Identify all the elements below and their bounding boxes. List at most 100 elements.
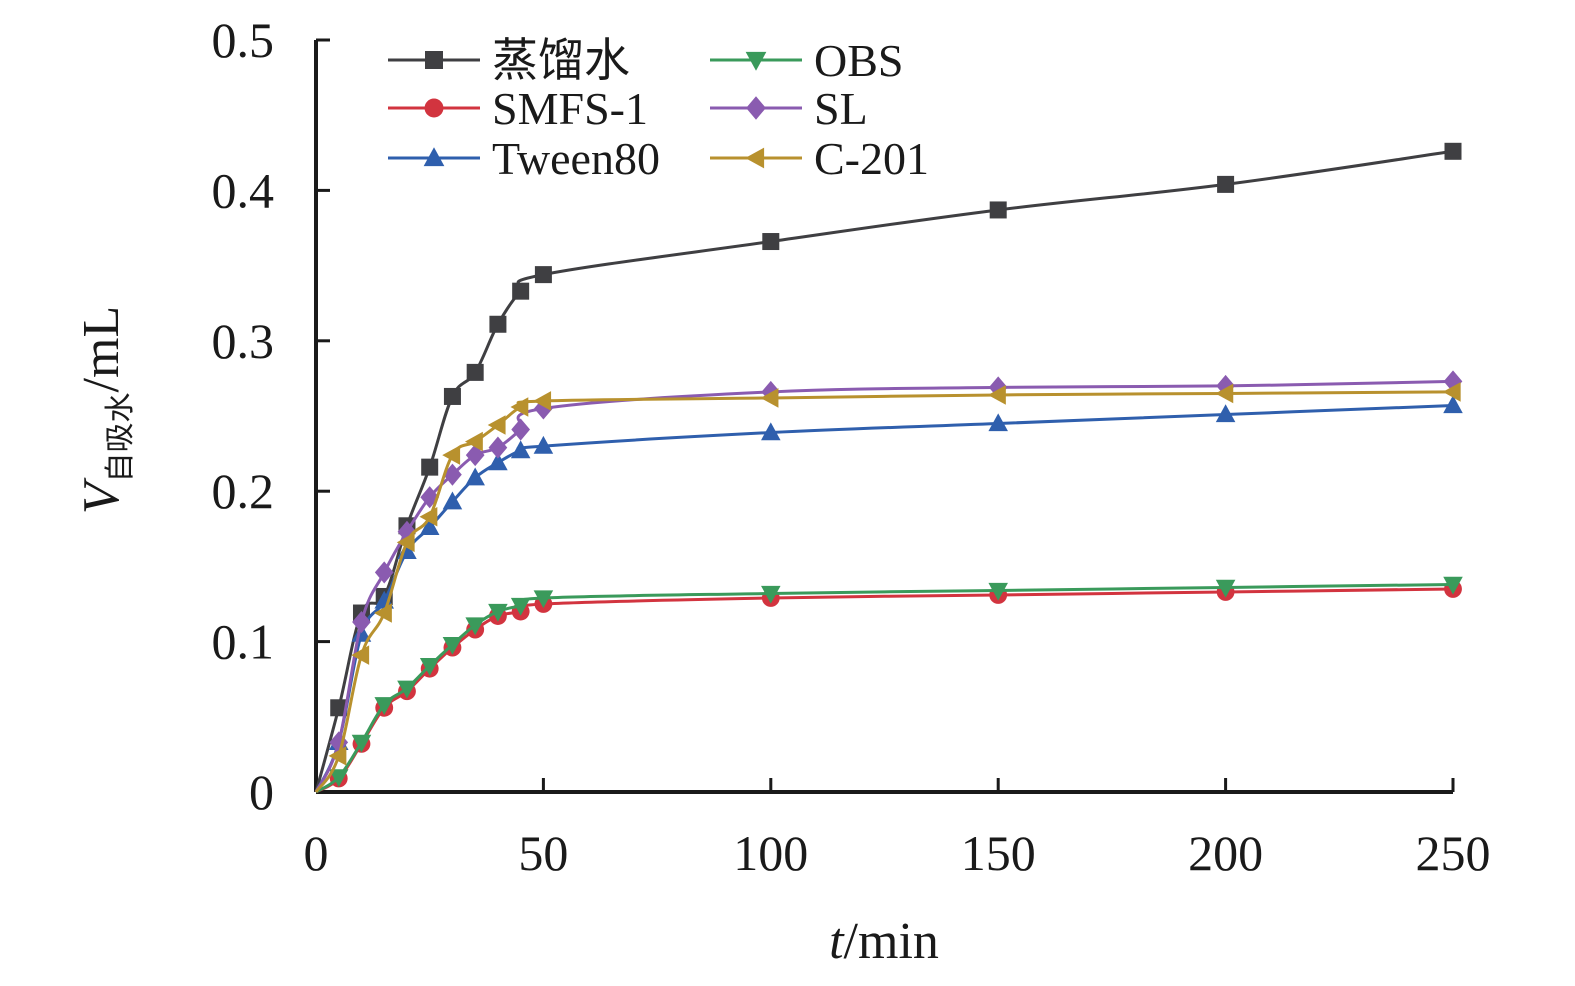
data-point bbox=[488, 436, 508, 459]
legend-label: OBS bbox=[814, 35, 903, 86]
data-point bbox=[374, 590, 394, 609]
series-2 bbox=[314, 395, 1463, 793]
series-1 bbox=[315, 580, 1462, 794]
x-tick-label: 100 bbox=[733, 825, 808, 881]
x-axis-title-unit: /min bbox=[844, 913, 939, 970]
data-point bbox=[1444, 142, 1462, 160]
data-point bbox=[328, 746, 347, 766]
data-point bbox=[396, 532, 415, 553]
legend-label: Tween80 bbox=[492, 133, 660, 184]
data-point bbox=[534, 266, 552, 284]
data-point bbox=[489, 315, 507, 333]
data-point bbox=[419, 517, 440, 535]
data-point bbox=[760, 388, 779, 408]
data-point bbox=[1443, 370, 1463, 393]
series-layer bbox=[314, 142, 1463, 794]
data-point bbox=[397, 680, 417, 699]
legend-item-2: Tween80 bbox=[388, 133, 660, 184]
y-tick-label: 0.4 bbox=[212, 162, 275, 218]
data-point bbox=[1443, 576, 1463, 595]
data-point bbox=[1215, 404, 1236, 423]
data-point bbox=[762, 233, 780, 251]
legend-marker bbox=[423, 147, 445, 167]
y-tick-label: 0.5 bbox=[212, 12, 275, 68]
data-point bbox=[488, 452, 508, 471]
data-point bbox=[510, 440, 531, 459]
y-axis-title-text: V自吸水/mL bbox=[73, 306, 137, 514]
data-point bbox=[442, 636, 463, 655]
data-point bbox=[761, 422, 781, 441]
data-point bbox=[1443, 395, 1463, 414]
legend-marker bbox=[424, 98, 444, 118]
data-point bbox=[374, 697, 394, 715]
data-point bbox=[464, 431, 483, 452]
y-tick-label: 0.1 bbox=[212, 614, 275, 670]
legend-marker bbox=[425, 51, 443, 69]
data-point bbox=[443, 387, 461, 405]
legend-item-3: OBS bbox=[710, 35, 903, 86]
x-tick-label: 150 bbox=[961, 825, 1036, 881]
data-point bbox=[419, 658, 440, 676]
x-tick-label: 200 bbox=[1188, 825, 1263, 881]
legend-label: SL bbox=[814, 83, 868, 134]
y-axis-title: V自吸水/mL bbox=[73, 306, 137, 514]
x-tick-label: 250 bbox=[1416, 825, 1491, 881]
data-point bbox=[442, 445, 461, 465]
data-point bbox=[1217, 175, 1235, 193]
data-point bbox=[328, 769, 349, 788]
legend-marker bbox=[746, 96, 766, 120]
data-point bbox=[419, 506, 438, 527]
data-point bbox=[510, 597, 531, 616]
y-axis-title-subscript: 自吸水 bbox=[104, 392, 137, 482]
data-point bbox=[374, 561, 394, 584]
data-point bbox=[533, 391, 552, 411]
legend-marker bbox=[745, 147, 765, 169]
data-point bbox=[533, 435, 554, 454]
data-point bbox=[374, 603, 392, 623]
y-axis-title-var: V bbox=[73, 477, 130, 514]
legend-item-0: 蒸馏水 bbox=[388, 35, 630, 86]
data-point bbox=[352, 610, 371, 634]
data-point bbox=[1215, 383, 1234, 404]
y-tick-label: 0.2 bbox=[212, 463, 275, 519]
data-point bbox=[534, 397, 553, 420]
series-line bbox=[314, 390, 1454, 793]
data-point bbox=[330, 699, 348, 717]
data-point bbox=[988, 385, 1006, 405]
x-tick-label: 50 bbox=[518, 825, 568, 881]
y-tick-label: 0.3 bbox=[212, 313, 275, 369]
legend-marker bbox=[745, 51, 767, 71]
data-point bbox=[442, 491, 463, 510]
data-point bbox=[511, 418, 531, 441]
data-point bbox=[466, 363, 484, 381]
data-point bbox=[761, 585, 781, 604]
series-line bbox=[314, 379, 1454, 793]
x-axis-title: t/min bbox=[829, 913, 939, 970]
data-point bbox=[512, 282, 530, 300]
y-axis-title-unit: /mL bbox=[73, 306, 130, 393]
series-line bbox=[315, 582, 1454, 794]
x-tick-label: 0 bbox=[304, 825, 329, 881]
legend-label: C-201 bbox=[814, 133, 929, 184]
axes: 0 0.1 0.2 0.3 0.4 0.5 0 50 100 150 200 250 bbox=[212, 12, 1491, 881]
data-point bbox=[465, 467, 485, 486]
data-point bbox=[533, 590, 554, 609]
series-line bbox=[314, 403, 1454, 793]
data-point bbox=[1215, 579, 1236, 598]
data-point bbox=[351, 645, 370, 665]
series-line bbox=[314, 149, 1454, 793]
data-point bbox=[397, 520, 417, 543]
data-point bbox=[487, 415, 506, 435]
series-3 bbox=[315, 576, 1463, 794]
legend-item-5: C-201 bbox=[710, 133, 929, 184]
y-tick-label: 0 bbox=[249, 764, 274, 820]
data-point bbox=[989, 201, 1007, 219]
legend-item-1: SMFS-1 bbox=[388, 83, 648, 134]
legend-item-4: SL bbox=[710, 83, 868, 134]
data-point bbox=[421, 458, 439, 476]
x-axis-title-var: t bbox=[829, 913, 845, 970]
series-5 bbox=[314, 382, 1461, 793]
data-point bbox=[488, 603, 508, 622]
